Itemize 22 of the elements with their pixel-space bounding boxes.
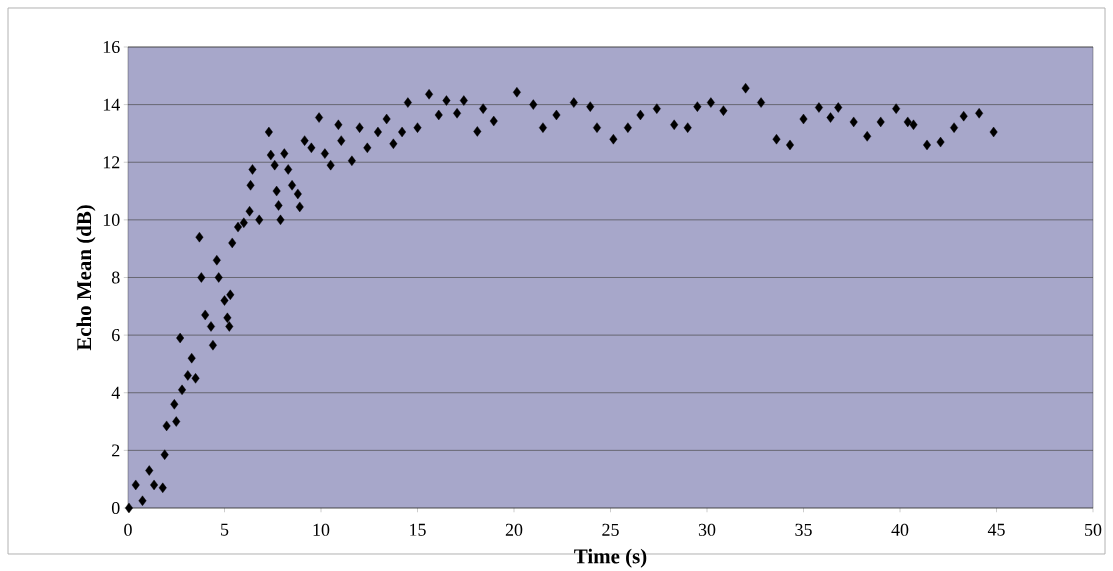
y-tick-label: 2 <box>112 444 120 457</box>
x-tick-label: 15 <box>410 523 426 536</box>
x-tick-label: 0 <box>124 523 132 536</box>
x-tick-label: 25 <box>602 523 619 536</box>
y-tick-label: 12 <box>103 156 120 169</box>
x-tick-label: 40 <box>891 523 909 536</box>
x-tick-label: 20 <box>505 523 523 536</box>
x-tick-label: 30 <box>698 523 716 536</box>
y-tick-label: 14 <box>103 98 120 111</box>
x-tick-label: 10 <box>313 523 330 536</box>
y-tick-label: 16 <box>103 40 120 54</box>
y-tick-label: 10 <box>103 213 120 226</box>
x-tick-label: 5 <box>221 523 229 536</box>
y-tick-label: 8 <box>111 271 120 284</box>
x-tick-label: 50 <box>1085 523 1102 536</box>
x-tick-label: 35 <box>795 523 812 536</box>
y-tick-label: 0 <box>111 501 120 515</box>
x-axis-title: Time (s) <box>574 548 647 568</box>
y-axis-title: Echo Mean (dB) <box>76 205 96 351</box>
y-tick-label: 4 <box>111 386 120 399</box>
y-tick-label: 6 <box>112 329 120 342</box>
x-tick-label: 45 <box>987 523 1005 536</box>
